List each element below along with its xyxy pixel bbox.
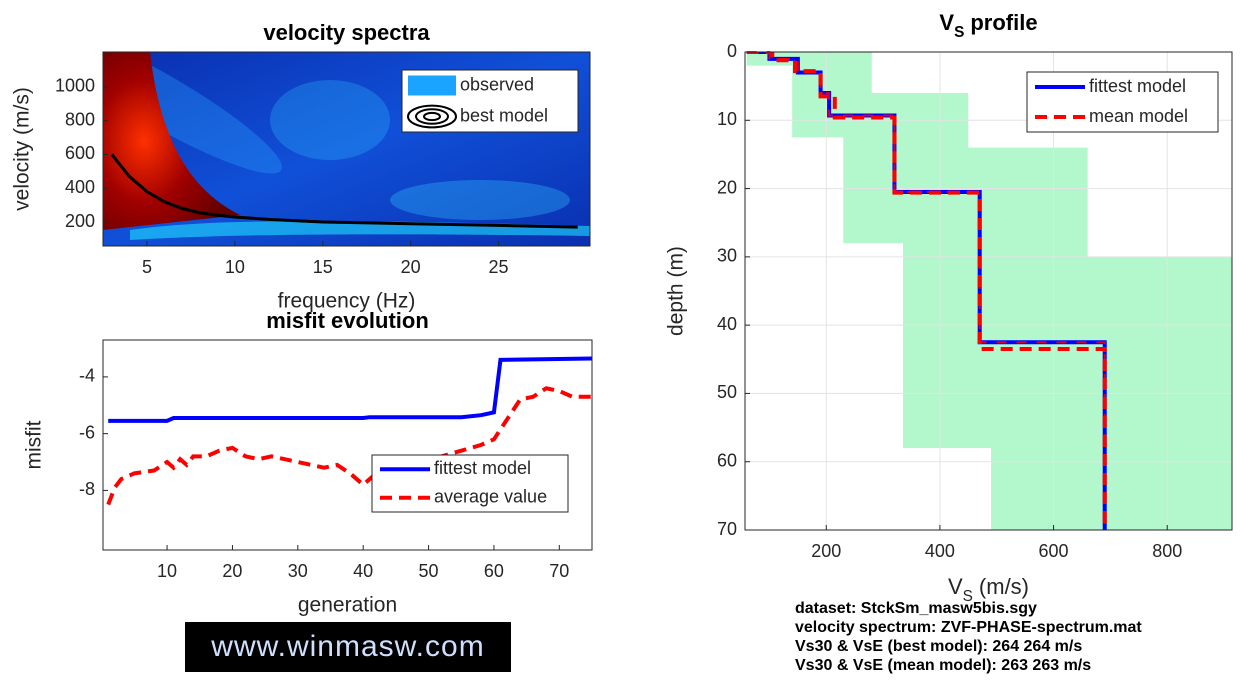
x-tick-label: 50 — [419, 561, 439, 581]
x-tick-label: 20 — [222, 561, 242, 581]
y-tick-label: 600 — [65, 143, 95, 163]
logo-box — [185, 622, 511, 672]
text-rest: (m/s) — [979, 574, 1029, 599]
x-tick-label: 25 — [489, 257, 509, 277]
legend-box — [1026, 71, 1219, 133]
text-main: V — [939, 10, 954, 35]
axes-frame — [102, 339, 593, 551]
x-tick-label: 30 — [288, 561, 308, 581]
y-tick-label: 30 — [717, 246, 737, 266]
x-tick-label: 40 — [353, 561, 373, 581]
search-range — [746, 52, 1232, 530]
y-tick-label: -6 — [79, 422, 95, 442]
legend-contour — [415, 108, 449, 125]
logo-text: www.winmasw.com — [210, 630, 484, 663]
y-tick-label: 20 — [717, 177, 737, 197]
x-tick-label: 200 — [811, 541, 841, 561]
footer-line: Vs30 & VsE (best model): 264 264 m/s — [795, 638, 1082, 655]
y-tick-label: 40 — [717, 314, 737, 334]
y-tick-label: 70 — [717, 519, 737, 539]
x-axis-label: frequency (Hz) — [278, 290, 416, 313]
text-sub: S — [963, 588, 973, 605]
y-tick-label: 1000 — [55, 76, 95, 96]
footer-line: Vs30 & VsE (mean model): 263 263 m/s — [795, 657, 1091, 674]
y-axis-label: misfit — [23, 420, 46, 469]
footer-line: dataset: StckSm_masw5bis.sgy — [795, 600, 1037, 617]
x-axis-label: generation — [298, 594, 397, 617]
footer: dataset: StckSm_masw5bis.sgy velocity spe… — [795, 600, 1142, 674]
legend-box — [371, 454, 569, 513]
chart-title: VS profile — [939, 10, 1037, 41]
series-line-overlay — [746, 51, 1106, 530]
y-tick-label: 800 — [65, 109, 95, 129]
x-tick-label: 60 — [484, 561, 504, 581]
y-tick-label: 0 — [727, 41, 737, 61]
y-tick-label: -4 — [79, 366, 95, 386]
x-tick-label: 20 — [401, 257, 421, 277]
legend-contour — [407, 104, 457, 129]
x-tick-label: 70 — [549, 561, 569, 581]
chart-title: velocity spectra — [263, 20, 430, 45]
x-tick-label: 10 — [225, 257, 245, 277]
series-line — [106, 386, 592, 506]
y-axis-label: velocity (m/s) — [11, 87, 34, 211]
text-sub: S — [954, 24, 964, 41]
series-line — [746, 52, 1107, 530]
text-main: V — [948, 574, 963, 599]
y-tick-label: 200 — [65, 211, 95, 231]
text-rest: profile — [970, 10, 1037, 35]
chart-title: misfit evolution — [266, 308, 429, 333]
legend-label: fittest model — [1089, 76, 1186, 96]
x-tick-label: 600 — [1039, 541, 1069, 561]
x-tick-label: 15 — [313, 257, 333, 277]
y-tick-label: 60 — [717, 450, 737, 470]
y-tick-label: 400 — [65, 177, 95, 197]
axes-frame — [744, 51, 1233, 531]
legend-label: fittest model — [434, 458, 531, 478]
series-line — [108, 356, 592, 423]
legend-label: best model — [460, 105, 548, 125]
x-tick-label: 400 — [925, 541, 955, 561]
legend-label: mean model — [1089, 106, 1188, 126]
x-tick-label: 10 — [157, 561, 177, 581]
y-axis-label: depth (m) — [665, 246, 688, 336]
legend-label: observed — [460, 74, 534, 94]
y-tick-label: 10 — [717, 109, 737, 129]
x-tick-label: 800 — [1152, 541, 1182, 561]
x-tick-label: 5 — [142, 257, 152, 277]
legend-swatch — [408, 75, 456, 96]
legend-label: average value — [434, 487, 547, 507]
series-line — [110, 153, 578, 229]
y-tick-label: -8 — [79, 479, 95, 499]
y-tick-label: 50 — [717, 382, 737, 402]
x-axis-label: VS (m/s) — [948, 574, 1029, 605]
legend-contour — [423, 111, 441, 122]
axes-frame — [102, 51, 591, 247]
footer-line: velocity spectrum: ZVF-PHASE-spectrum.ma… — [795, 619, 1142, 636]
